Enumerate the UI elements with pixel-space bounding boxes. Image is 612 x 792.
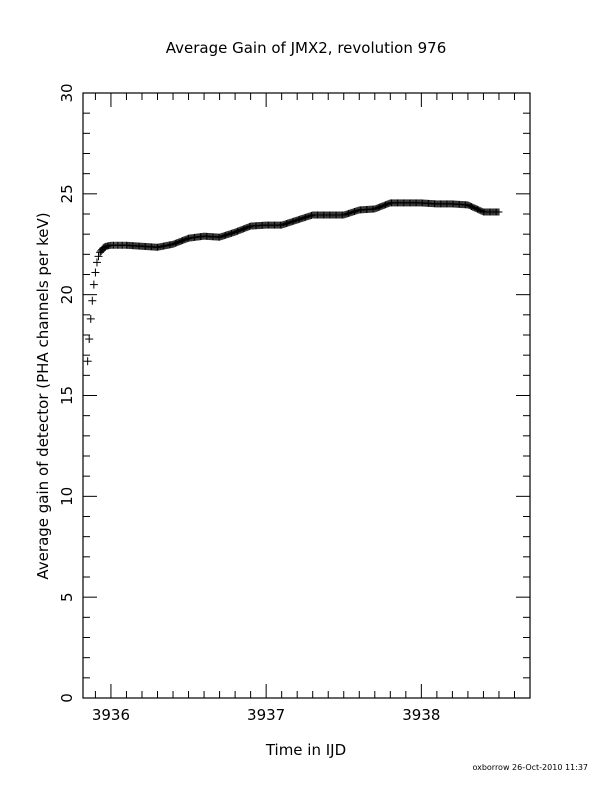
data-point <box>94 252 103 261</box>
plot-frame <box>82 92 531 699</box>
x-tick-label: 3937 <box>247 706 285 724</box>
data-point <box>89 280 98 289</box>
data-points <box>83 199 503 366</box>
y-tick-label: 25 <box>58 184 76 203</box>
y-tick-label: 5 <box>58 592 76 602</box>
y-tick-label: 20 <box>58 285 76 304</box>
y-tick-label: 30 <box>58 83 76 102</box>
y-tick-label: 0 <box>58 693 76 703</box>
data-point <box>83 357 92 366</box>
chart-title: Average Gain of JMX2, revolution 976 <box>166 39 447 57</box>
data-point <box>92 258 101 267</box>
data-point <box>91 268 100 277</box>
y-axis-ticks: 0 5 10 15 20 25 30 <box>58 83 530 703</box>
x-tick-label: 3938 <box>402 706 440 724</box>
x-axis-ticks: 3936 3937 3938 <box>92 93 531 724</box>
data-point <box>495 208 503 216</box>
footer-timestamp: oxborrow 26-Oct-2010 11:37 <box>472 763 588 772</box>
data-point <box>85 335 94 344</box>
y-axis-label: Average gain of detector (PHA channels p… <box>34 212 52 579</box>
data-point <box>86 314 95 323</box>
data-point <box>88 296 97 305</box>
data-point <box>100 243 109 252</box>
x-tick-label: 3936 <box>92 706 130 724</box>
x-axis-label: Time in IJD <box>265 741 346 759</box>
y-tick-label: 15 <box>58 386 76 405</box>
y-tick-label: 10 <box>58 487 76 506</box>
